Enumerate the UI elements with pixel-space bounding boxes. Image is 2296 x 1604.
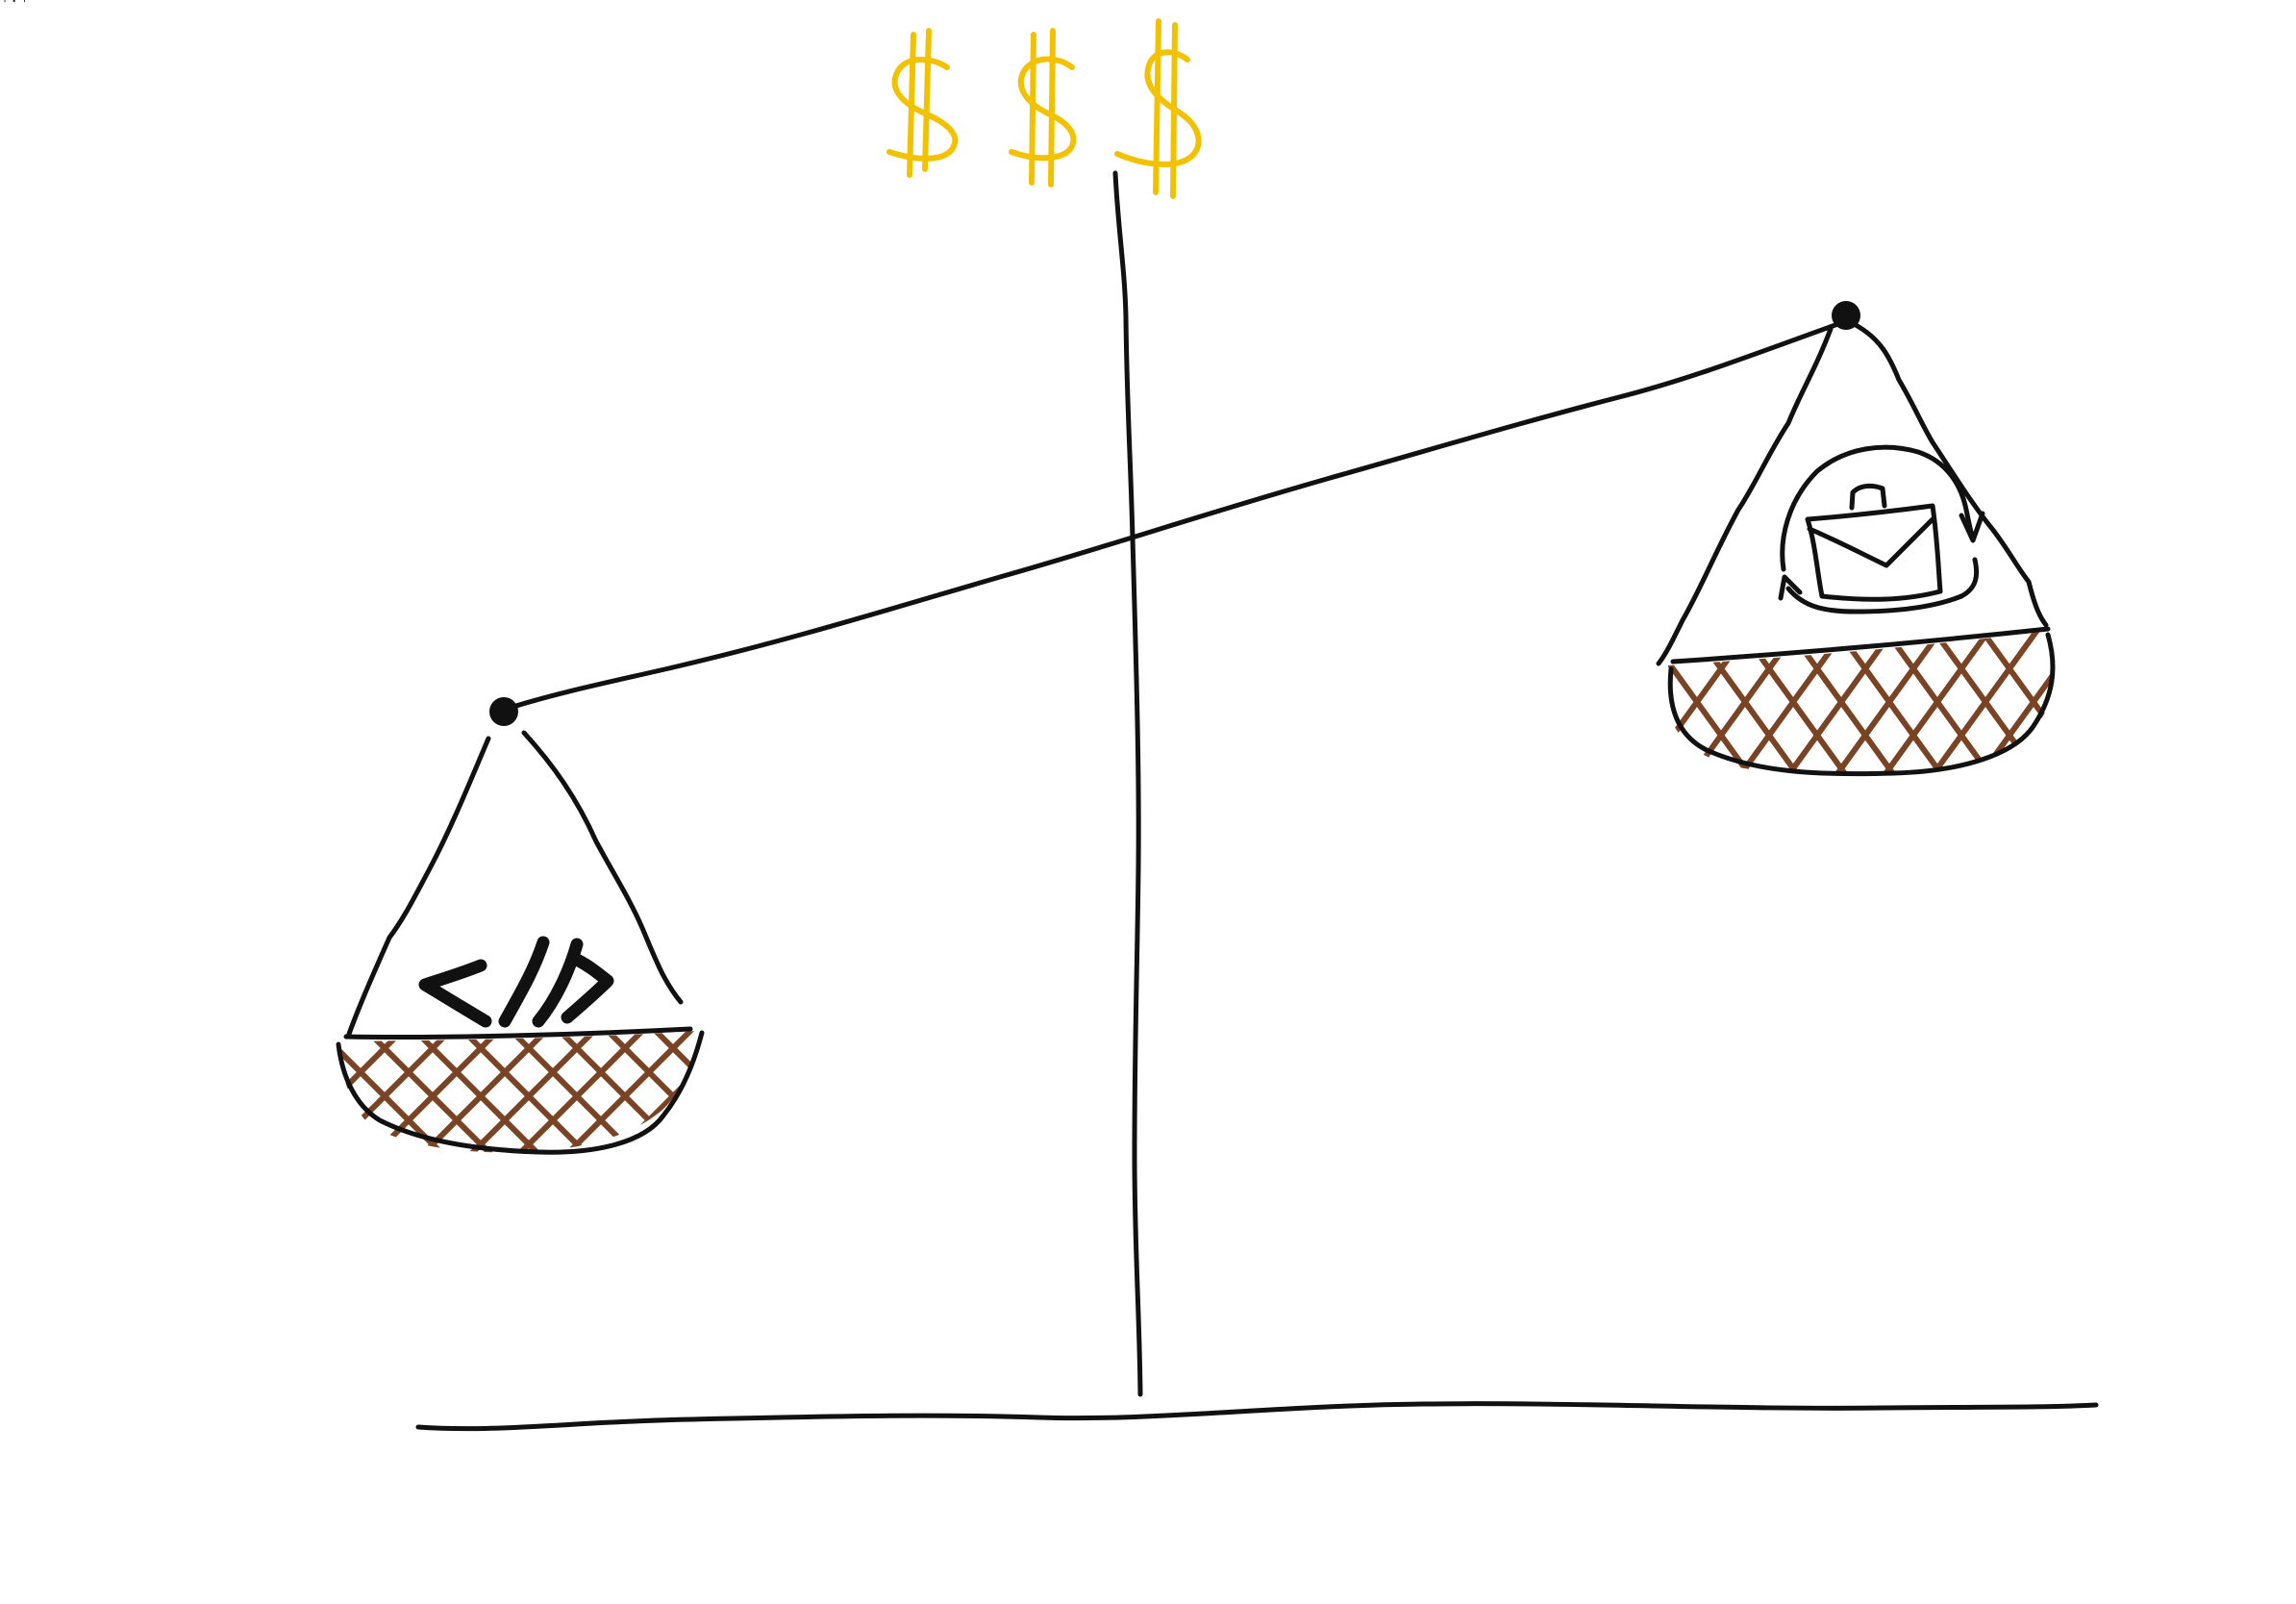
left-hanger-string-left bbox=[345, 736, 491, 1040]
dollar-sign-1 bbox=[886, 28, 959, 178]
left-basket bbox=[336, 1026, 705, 1155]
ground-line bbox=[415, 1401, 2099, 1432]
right-basket-weave bbox=[1667, 631, 2055, 774]
briefcase-flap bbox=[1807, 516, 1935, 568]
briefcase-cycle-icon bbox=[1778, 444, 1985, 614]
left-basket-rim bbox=[343, 1026, 693, 1040]
dollar-symbol-text: $$$ bbox=[0, 0, 30, 4]
right-basket-bowl bbox=[1667, 632, 2056, 777]
left-hanger-string-right bbox=[521, 730, 684, 1005]
code-brackets-icon: </> bbox=[0, 0, 614, 1028]
left-basket-weave bbox=[338, 1031, 697, 1153]
briefcase-handle bbox=[1849, 483, 1887, 511]
briefcase-body bbox=[1805, 503, 1943, 602]
right-hanger-string-left bbox=[1656, 326, 1834, 666]
scale-post bbox=[1112, 170, 1143, 1397]
scale-beam bbox=[501, 318, 1849, 713]
dollar-sign-2 bbox=[1009, 28, 1077, 188]
cycle-arrow-bottom bbox=[1785, 557, 1980, 614]
dollar-sign-3 bbox=[1114, 18, 1202, 199]
code-glyph-text: </> bbox=[0, 0, 31, 4]
cycle-arrow-top bbox=[1780, 444, 1976, 572]
right-basket-rim bbox=[1670, 626, 2051, 664]
cycle-arrow-bottom-head bbox=[1778, 574, 1803, 601]
right-basket bbox=[1667, 626, 2056, 777]
cycle-arrow-top-head bbox=[1959, 511, 1985, 543]
right-pivot-knob bbox=[1832, 301, 1860, 330]
dollar-signs: $$$ bbox=[0, 0, 1202, 199]
left-basket-bowl bbox=[336, 1030, 705, 1155]
left-pivot-knob bbox=[489, 697, 518, 726]
